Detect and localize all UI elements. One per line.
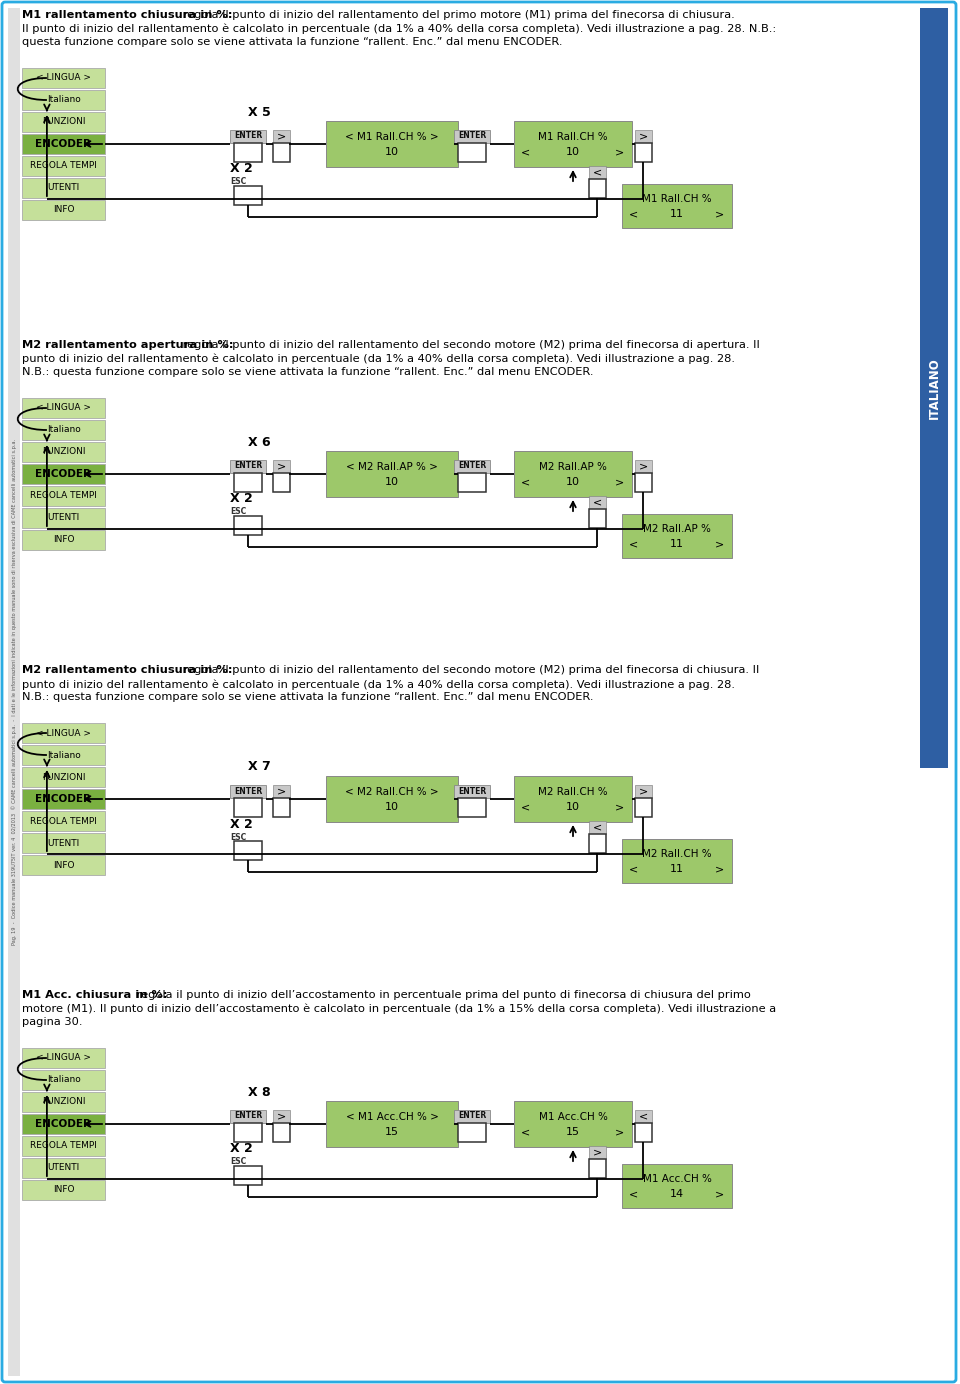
Text: X 2: X 2 [230,162,252,176]
Bar [234,1165,262,1185]
Text: >: > [276,1111,286,1121]
Text: punto di inizio del rallentamento è calcolato in percentuale (da 1% a 40% della : punto di inizio del rallentamento è calc… [22,680,735,689]
Text: M1 Acc. chiusura in %:: M1 Acc. chiusura in %: [22,990,167,1001]
Bar [22,1181,105,1200]
Text: <: < [592,167,602,177]
Bar [458,797,486,817]
Text: regola il punto di inizio del rallentamento del primo motore (M1) prima del fine: regola il punto di inizio del rallentame… [179,10,734,19]
Text: N.B.: questa funzione compare solo se viene attivata la funzione “rallent. Enc.”: N.B.: questa funzione compare solo se vi… [22,367,593,376]
Bar [514,1102,632,1147]
Text: <: < [630,538,638,549]
Text: ESC: ESC [230,1157,247,1167]
Text: Italiano: Italiano [47,425,81,435]
Bar [635,130,652,143]
Text: REGOLA TEMPI: REGOLA TEMPI [30,491,97,501]
Text: M2 Rall.AP %: M2 Rall.AP % [540,462,607,472]
Text: >: > [715,209,725,219]
Bar [635,797,652,817]
Text: >: > [715,1189,725,1199]
Text: M1 Rall.CH %: M1 Rall.CH % [539,131,608,143]
Text: motore (M1). Il punto di inizio dell’accostamento è calcolato in percentuale (da: motore (M1). Il punto di inizio dell’acc… [22,1003,776,1014]
Bar [326,451,458,497]
Text: ENTER: ENTER [234,461,262,471]
Text: M2 Rall.CH %: M2 Rall.CH % [539,787,608,797]
Text: ESC: ESC [230,508,247,516]
Bar [234,797,262,817]
Text: REGOLA TEMPI: REGOLA TEMPI [30,817,97,825]
Bar [622,1164,732,1208]
Text: 10: 10 [385,801,399,812]
Text: FUNZIONI: FUNZIONI [41,1098,85,1106]
Bar [22,179,105,198]
Text: Italiano: Italiano [47,95,81,105]
Text: M1 Rall.CH %: M1 Rall.CH % [642,194,711,203]
Bar [635,459,652,472]
Text: INFO: INFO [53,536,74,544]
Bar [454,785,490,797]
Text: 10: 10 [385,477,399,487]
Text: M2 rallentamento chiusura in %:: M2 rallentamento chiusura in %: [22,664,232,675]
Text: < M2 Rall.CH % >: < M2 Rall.CH % > [346,787,439,797]
Text: <: < [592,497,602,507]
Text: M1 rallentamento chiusura in %:: M1 rallentamento chiusura in %: [22,10,232,19]
Bar [273,797,290,817]
Text: >: > [615,477,625,487]
Text: ESC: ESC [230,177,247,187]
Bar [22,419,105,440]
Text: Italiano: Italiano [47,750,81,760]
Text: <: < [521,477,531,487]
Text: <: < [630,1189,638,1199]
Text: ENTER: ENTER [234,1111,262,1121]
Bar [326,1102,458,1147]
Text: M2 Rall.CH %: M2 Rall.CH % [642,848,711,859]
Text: FUNZIONI: FUNZIONI [41,118,85,126]
Bar [635,143,652,162]
Bar [273,472,290,491]
Text: ENCODER: ENCODER [36,1120,91,1129]
Bar [22,1158,105,1178]
Bar [230,130,266,143]
Bar [22,811,105,830]
Bar [273,130,290,143]
Bar [635,785,652,797]
Text: < M2 Rall.AP % >: < M2 Rall.AP % > [346,462,438,472]
Bar [588,1158,606,1178]
Bar [326,776,458,822]
Bar [22,201,105,220]
Text: >: > [638,131,648,141]
Text: X 8: X 8 [248,1085,271,1099]
Text: pagina 30.: pagina 30. [22,1017,83,1027]
Text: 14: 14 [670,1189,684,1199]
Bar [514,120,632,167]
Text: ENTER: ENTER [458,461,486,471]
Text: Il punto di inizio del rallentamento è calcolato in percentuale (da 1% a 40% del: Il punto di inizio del rallentamento è c… [22,24,777,35]
Bar [273,1122,290,1142]
Text: ENCODER: ENCODER [36,138,91,149]
Bar [622,513,732,558]
Bar [514,451,632,497]
Text: X 2: X 2 [230,818,252,830]
Bar [22,722,105,743]
Bar [588,508,606,527]
Text: 10: 10 [566,801,580,812]
Bar [635,472,652,491]
Text: M1 Acc.CH %: M1 Acc.CH % [642,1174,711,1183]
Bar [22,156,105,176]
Text: M2 rallentamento apertura in %:: M2 rallentamento apertura in %: [22,340,233,350]
Bar [273,785,290,797]
Bar [22,789,105,810]
Bar [22,855,105,875]
Text: ENCODER: ENCODER [36,794,91,804]
Bar [22,464,105,484]
Text: 11: 11 [670,209,684,219]
Text: <: < [630,209,638,219]
Bar [458,472,486,491]
Text: N.B.: questa funzione compare solo se viene attivata la funzione “rallent. Enc.”: N.B.: questa funzione compare solo se vi… [22,692,593,702]
Text: 10: 10 [385,147,399,156]
Bar [230,785,266,797]
Text: REGOLA TEMPI: REGOLA TEMPI [30,1142,97,1150]
Text: M1 Acc.CH %: M1 Acc.CH % [539,1111,608,1122]
Bar [454,130,490,143]
Text: ENTER: ENTER [458,786,486,796]
